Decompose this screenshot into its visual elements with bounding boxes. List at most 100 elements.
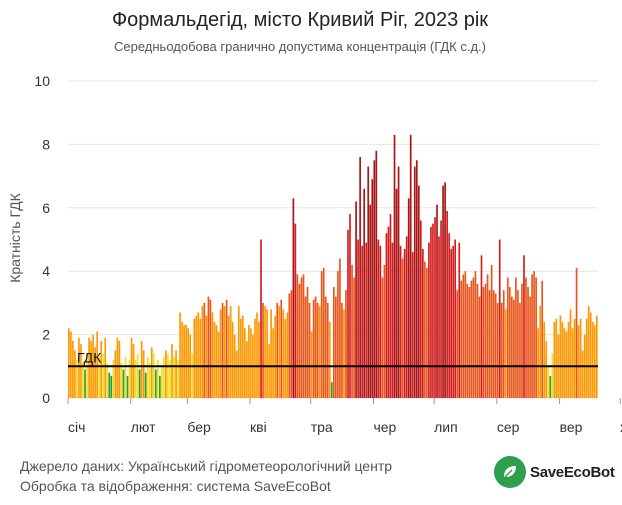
bar xyxy=(122,369,125,398)
bar xyxy=(306,287,309,398)
bar xyxy=(426,268,428,398)
bar xyxy=(411,252,414,398)
bar xyxy=(246,340,248,398)
x-tick-label: жов xyxy=(620,419,622,435)
bar xyxy=(193,318,196,398)
bar xyxy=(399,245,402,398)
bar xyxy=(555,318,558,398)
bar xyxy=(357,239,359,398)
bar xyxy=(504,309,507,398)
bar xyxy=(124,356,127,398)
bar xyxy=(525,277,527,398)
bar xyxy=(589,312,592,398)
savecobot-leaf-icon xyxy=(494,456,526,488)
source-text: Джерело даних: Український гідрометеорол… xyxy=(20,456,392,496)
savecobot-logo[interactable]: SaveEcoBot xyxy=(494,456,615,488)
bar xyxy=(136,353,139,398)
y-axis-ticks: 0 2 4 6 8 10 xyxy=(34,73,50,406)
bar xyxy=(573,318,576,398)
x-tick-label: січ xyxy=(68,419,85,435)
bar xyxy=(154,369,157,398)
bar xyxy=(424,261,426,398)
bar xyxy=(351,264,353,398)
bar xyxy=(480,255,483,398)
bar xyxy=(434,217,436,398)
bar xyxy=(413,166,416,398)
bar xyxy=(355,201,357,398)
bar xyxy=(205,315,208,398)
bar xyxy=(422,249,424,398)
bar xyxy=(428,242,430,398)
bar xyxy=(371,179,374,398)
bar xyxy=(134,359,137,398)
bar xyxy=(567,321,570,398)
bar xyxy=(462,274,465,398)
bar xyxy=(80,344,82,398)
bar xyxy=(353,277,355,398)
x-tick-label: сер xyxy=(497,419,520,435)
bar xyxy=(333,287,335,398)
bar xyxy=(377,239,380,398)
bar xyxy=(417,185,420,398)
bar xyxy=(359,157,361,398)
bar xyxy=(347,229,349,398)
bar xyxy=(527,287,529,398)
bar xyxy=(579,318,582,398)
bar xyxy=(159,375,161,398)
x-tick-label: лип xyxy=(434,419,458,435)
bar xyxy=(341,302,343,398)
chart-title: Формальдегід, місто Кривий Ріг, 2023 рік xyxy=(111,9,489,31)
bar xyxy=(142,350,145,398)
bar xyxy=(88,337,90,398)
bar xyxy=(102,353,105,398)
bar xyxy=(395,188,398,398)
bar xyxy=(288,293,291,398)
bar xyxy=(157,359,159,398)
bar xyxy=(282,309,285,398)
bar xyxy=(326,302,329,398)
bar xyxy=(314,296,317,398)
bar xyxy=(262,302,264,398)
bar xyxy=(500,302,503,398)
bar xyxy=(448,233,450,398)
bar xyxy=(203,302,206,398)
bar xyxy=(185,325,187,398)
bar xyxy=(150,347,153,398)
bar xyxy=(369,204,372,398)
bar xyxy=(163,356,165,398)
bar xyxy=(484,283,487,398)
bar xyxy=(219,309,222,398)
bar xyxy=(100,340,103,398)
bar xyxy=(551,353,554,398)
bar xyxy=(494,293,497,398)
bar xyxy=(266,309,268,398)
bar xyxy=(217,331,220,398)
bar xyxy=(128,359,131,398)
bar xyxy=(335,296,337,398)
bar xyxy=(254,318,256,398)
bar xyxy=(120,363,123,398)
bar xyxy=(470,280,473,398)
bar xyxy=(197,312,200,398)
bar xyxy=(383,264,386,398)
bar xyxy=(258,321,260,398)
bar xyxy=(298,283,301,398)
bar xyxy=(256,312,258,398)
bar xyxy=(96,331,98,398)
bar xyxy=(492,290,495,398)
x-tick-label: кві xyxy=(250,419,267,435)
bar xyxy=(300,277,303,398)
bar xyxy=(209,299,212,398)
bar xyxy=(529,296,531,398)
bar xyxy=(70,331,72,398)
bar xyxy=(389,214,392,398)
bar xyxy=(535,277,537,398)
bar xyxy=(432,223,434,398)
bar xyxy=(215,325,218,398)
bar xyxy=(365,242,368,398)
bar xyxy=(561,321,564,398)
bar xyxy=(511,296,513,398)
bar xyxy=(320,271,323,398)
bar xyxy=(405,236,408,398)
bar xyxy=(409,134,412,398)
